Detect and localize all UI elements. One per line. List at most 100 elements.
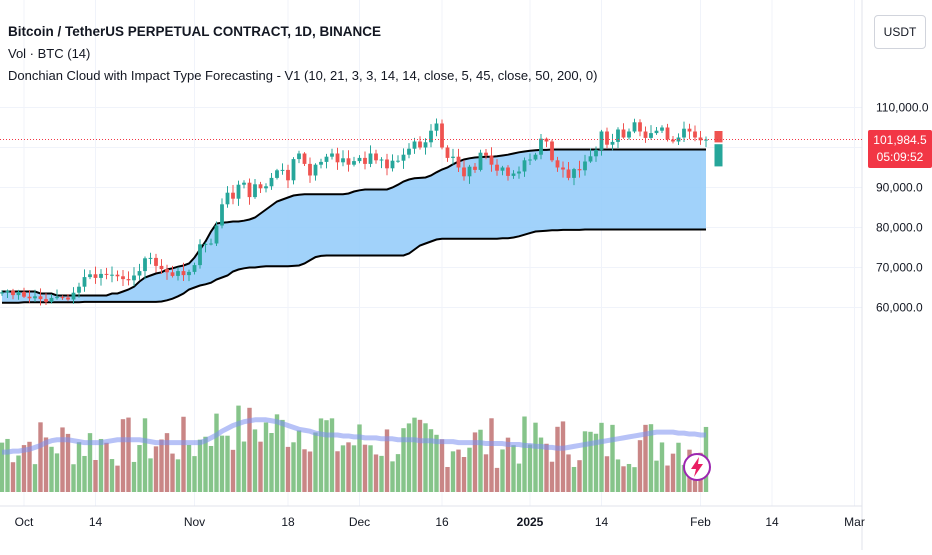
forecast-marker-red: [714, 133, 723, 139]
volume-bar: [27, 441, 32, 492]
candle-body: [478, 152, 483, 170]
candle-body: [434, 123, 439, 131]
candle-body: [605, 131, 609, 145]
candle-body: [599, 131, 604, 150]
candle-body: [517, 171, 521, 174]
candle-body: [258, 184, 263, 189]
forecast-marker-green: [714, 161, 723, 167]
candle-body: [451, 156, 455, 158]
volume-bar: [0, 442, 5, 492]
volume-bar: [423, 423, 428, 492]
time-tick-label: 16: [435, 515, 449, 529]
time-tick-label: Oct: [15, 515, 34, 529]
volume-bar: [373, 454, 379, 492]
volume-bar: [362, 444, 368, 492]
volume-bar: [483, 454, 489, 492]
lower-band-line: [2, 228, 706, 304]
candle-body: [275, 170, 279, 178]
currency-button[interactable]: USDT: [874, 15, 926, 49]
candle-body: [440, 123, 444, 148]
candle-body: [110, 274, 114, 276]
candle-body: [357, 157, 362, 162]
forecast-marker-green: [714, 144, 723, 150]
candle-body: [148, 257, 153, 259]
volume-bar: [500, 449, 505, 492]
candle-body: [170, 272, 175, 276]
candle-body: [682, 128, 686, 138]
volume-bar: [428, 429, 434, 492]
donchian-indicator-label[interactable]: Donchian Cloud with Impact Type Forecast…: [8, 68, 598, 83]
volume-bar: [197, 439, 203, 492]
volume-bar: [379, 455, 384, 492]
volume-bar: [434, 434, 439, 492]
volume-bar: [208, 445, 214, 492]
forecast-marker-green: [714, 157, 723, 163]
volume-bar: [555, 426, 560, 492]
symbol-title[interactable]: Bitcoin / TetherUS PERPETUAL CONTRACT, 1…: [8, 24, 382, 39]
candle-body: [632, 122, 637, 132]
price-tick-label: 90,000.0: [876, 181, 923, 195]
time-tick-label: 18: [281, 515, 295, 529]
volume-bar: [164, 433, 170, 492]
candle-body: [484, 152, 488, 156]
candle-body: [88, 274, 92, 278]
candle-body: [253, 184, 257, 198]
volume-bar: [142, 418, 148, 492]
forecast-marker-red: [714, 131, 723, 136]
time-tick-label: Nov: [184, 515, 205, 529]
candle-body: [654, 130, 659, 134]
candle-body: [528, 159, 532, 161]
candle-body: [192, 265, 197, 272]
candle-body: [264, 186, 268, 189]
volume-bar: [648, 424, 654, 492]
candle-body: [456, 156, 461, 168]
candle-body: [297, 153, 301, 160]
time-tick-label: 14: [89, 515, 103, 529]
volume-bar: [307, 451, 313, 492]
time-tick-label: Feb: [690, 515, 711, 529]
volume-bar: [219, 435, 225, 492]
time-tick-label: 14: [595, 515, 609, 529]
candle-body: [583, 161, 587, 171]
legend: Bitcoin / TetherUS PERPETUAL CONTRACT, 1…: [8, 22, 848, 88]
candle-body: [407, 148, 411, 155]
candle-body: [462, 167, 466, 177]
volume-bar: [390, 461, 395, 492]
candle-body: [330, 153, 334, 157]
candle-body: [588, 156, 593, 162]
last-price-value: 101,984.5: [873, 132, 927, 147]
time-tick-label: 14: [765, 515, 779, 529]
candle-body: [335, 153, 340, 163]
volume-bar: [329, 418, 335, 492]
volume-indicator-label[interactable]: Vol · BTC (14): [8, 46, 91, 61]
volume-bar: [274, 414, 280, 492]
volume-bar: [681, 464, 687, 492]
volume-bar: [632, 467, 637, 492]
volume-bar: [588, 431, 593, 492]
volume-bar: [560, 421, 566, 492]
candle-body: [269, 177, 274, 187]
volume-bar: [351, 445, 357, 492]
volume-bar: [516, 463, 522, 492]
volume-bar: [340, 445, 346, 492]
candle-body: [638, 122, 642, 132]
time-tick-label: 2025: [517, 515, 544, 529]
volume-bar: [335, 451, 340, 492]
volume-bar: [225, 435, 230, 492]
candles: [0, 118, 708, 306]
candle-body: [99, 273, 103, 278]
volume-bar: [49, 446, 54, 492]
candle-body: [121, 276, 125, 280]
candle-body: [401, 154, 406, 161]
candle-body: [242, 182, 246, 185]
candle-body: [522, 160, 527, 172]
forecast-marker-green: [714, 151, 723, 157]
volume-bar: [302, 449, 307, 492]
lightning-icon[interactable]: [682, 452, 712, 482]
candle-body: [385, 159, 389, 169]
candle-body: [16, 291, 21, 296]
volume-bar: [621, 466, 626, 492]
candle-body: [137, 271, 142, 276]
candle-body: [539, 138, 543, 155]
volume-bar: [538, 437, 544, 492]
